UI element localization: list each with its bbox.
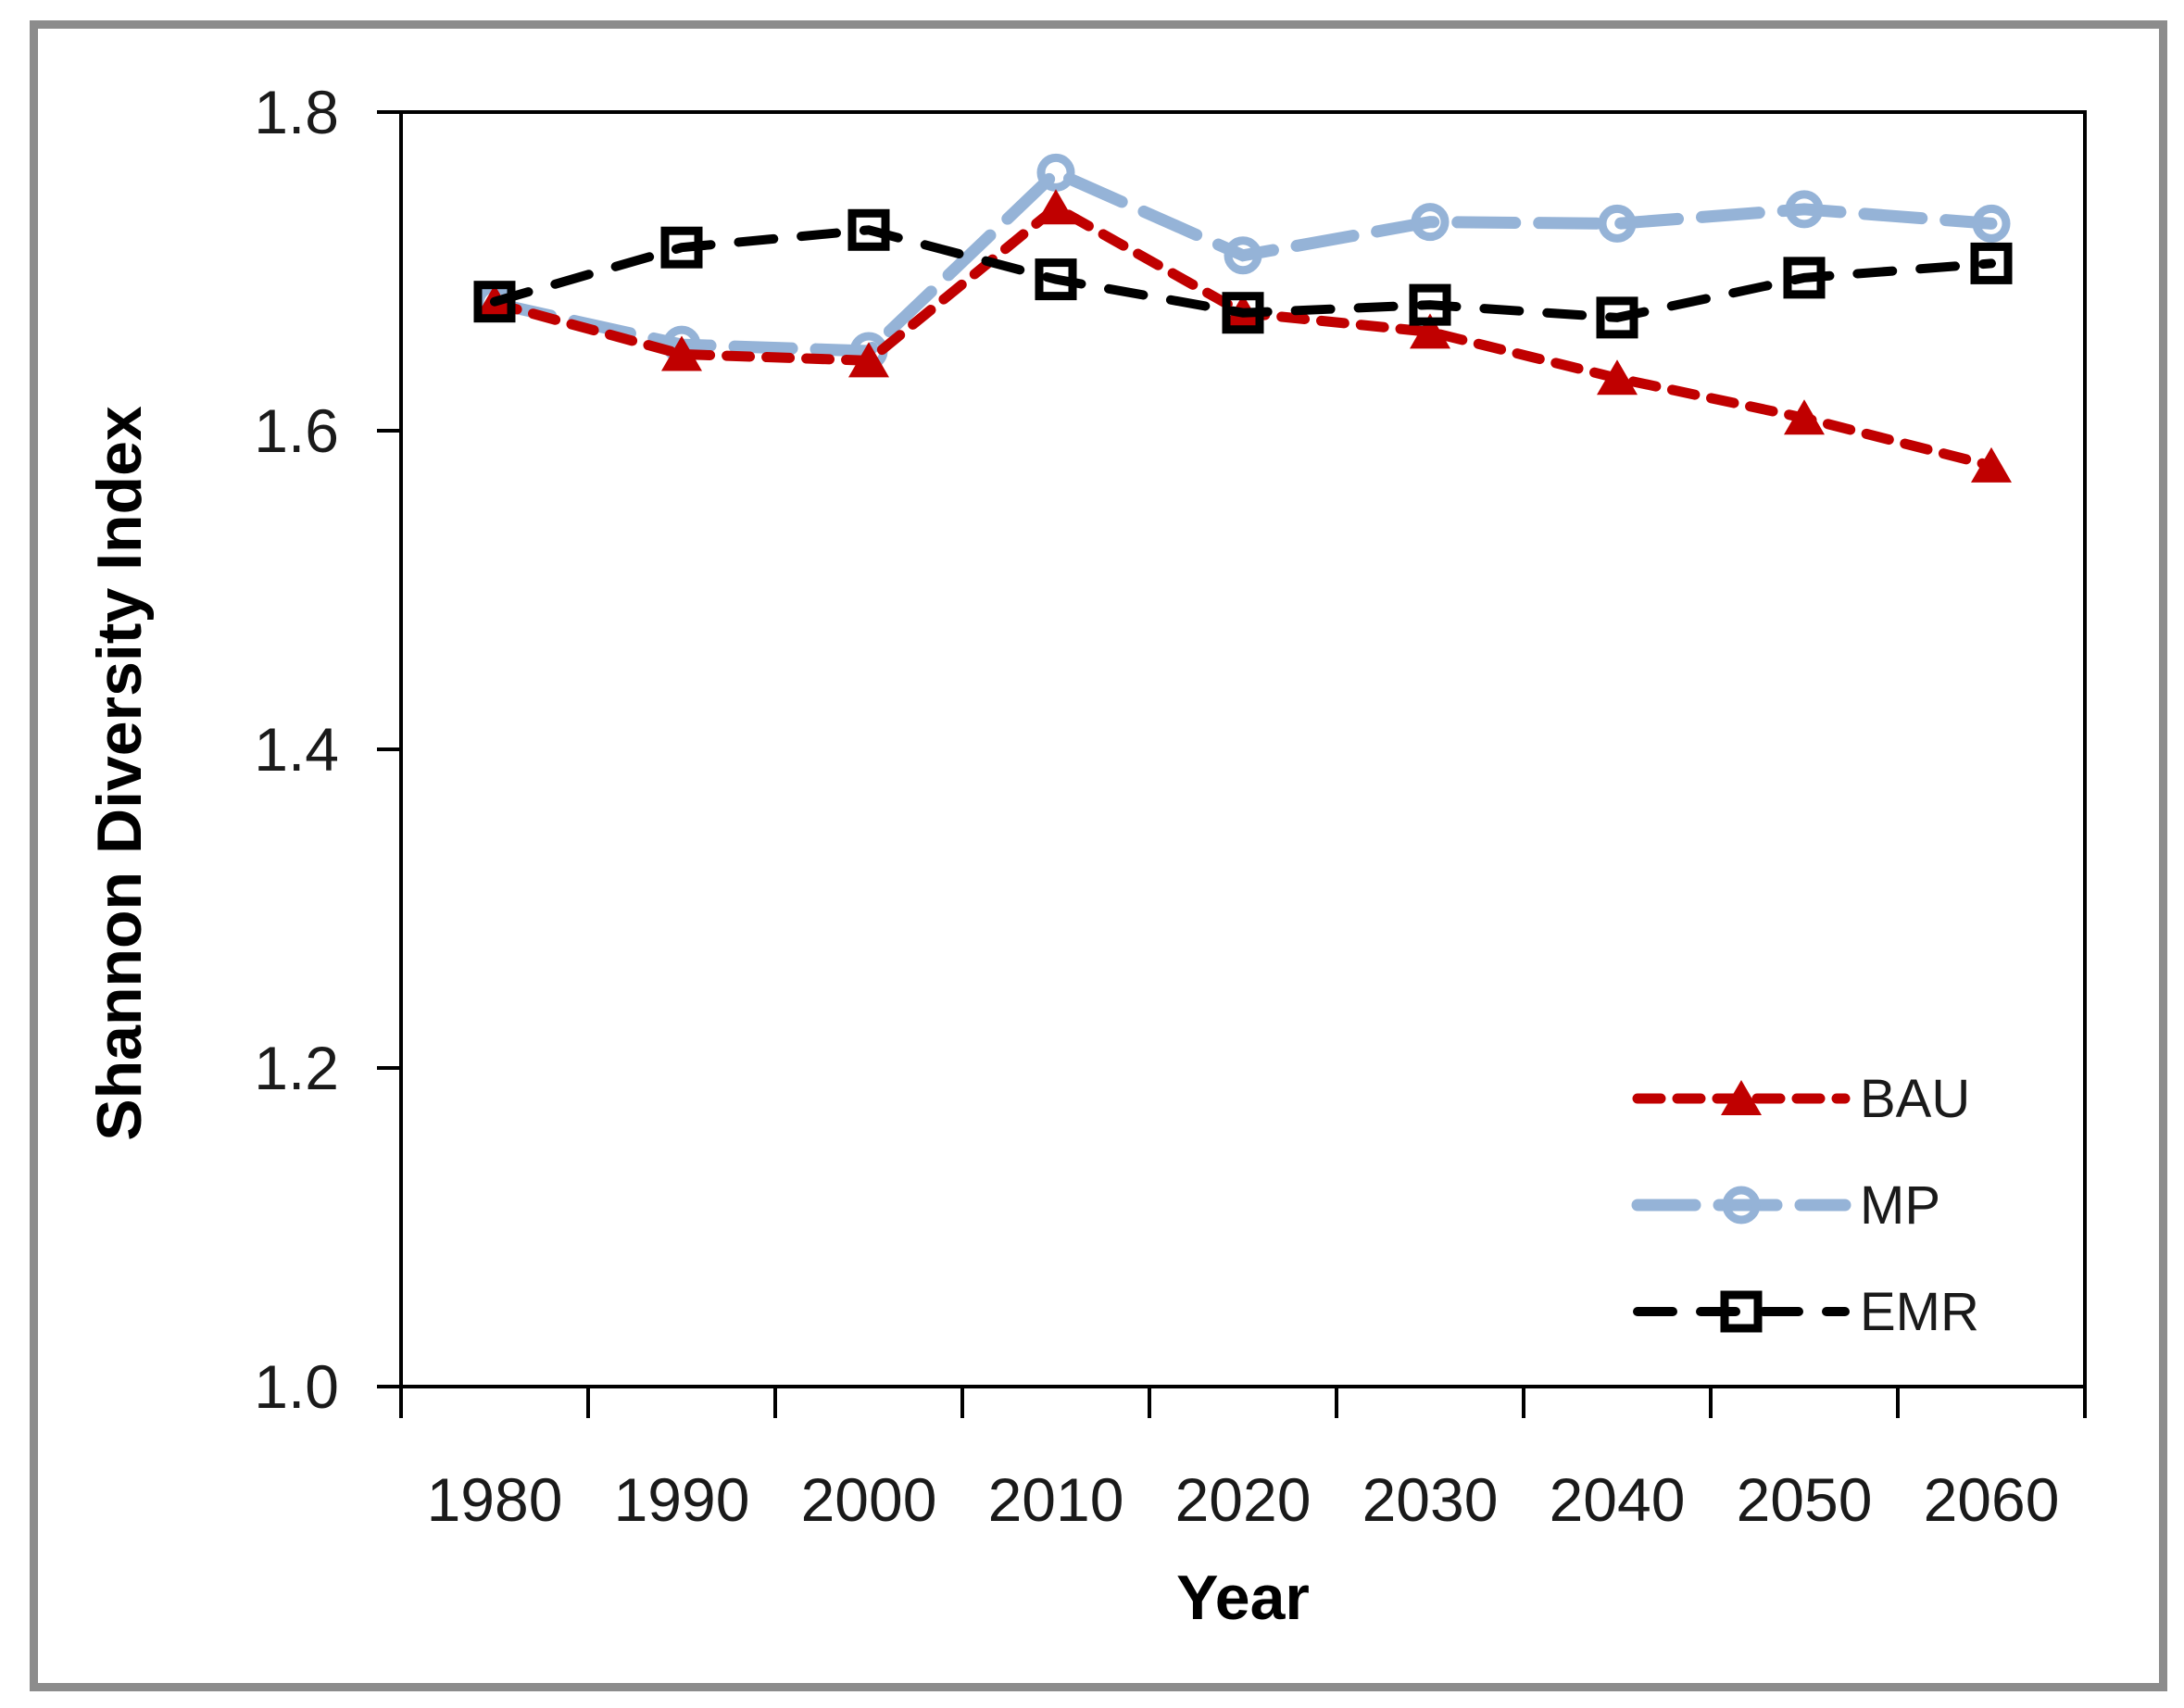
marker-EMR-2040 xyxy=(1596,296,1638,339)
legend-label-BAU: BAU xyxy=(1860,1069,1970,1129)
legend-marker-MP xyxy=(1722,1186,1761,1224)
x-tick-label: 2060 xyxy=(1924,1465,2060,1534)
marker-EMR-2020 xyxy=(1222,292,1264,334)
y-tick-label: 1.2 xyxy=(254,1034,339,1102)
marker-BAU-2050 xyxy=(1784,399,1825,435)
marker-EMR-2050 xyxy=(1783,257,1826,299)
marker-EMR-2060 xyxy=(1970,242,2013,284)
legend-label-MP: MP xyxy=(1860,1175,1940,1236)
x-tick-label: 2020 xyxy=(1175,1465,1312,1534)
legend-marker-BAU xyxy=(1721,1080,1762,1115)
outer-frame xyxy=(30,20,2167,1691)
x-tick-label: 2040 xyxy=(1550,1465,1686,1534)
marker-MP-2020 xyxy=(1224,236,1262,275)
x-tick-label: 2010 xyxy=(988,1465,1124,1534)
marker-MP-2060 xyxy=(1972,204,2011,243)
marker-EMR-2000 xyxy=(847,208,890,251)
marker-MP-2010 xyxy=(1036,153,1075,192)
x-tick-label: 2030 xyxy=(1362,1465,1499,1534)
legend-marker-EMR xyxy=(1720,1290,1763,1333)
marker-EMR-1990 xyxy=(660,226,703,269)
legend-label-EMR: EMR xyxy=(1860,1282,1979,1342)
y-tick-label: 1.6 xyxy=(254,396,339,465)
marker-EMR-1980 xyxy=(473,281,516,323)
marker-MP-2040 xyxy=(1598,204,1637,243)
marker-BAU-2060 xyxy=(1971,446,2012,483)
y-tick-label: 1.0 xyxy=(254,1352,339,1421)
marker-BAU-1990 xyxy=(661,335,702,371)
marker-BAU-2030 xyxy=(1410,313,1450,349)
series-line-MP xyxy=(488,165,1998,358)
marker-EMR-2010 xyxy=(1035,258,1077,301)
marker-BAU-2040 xyxy=(1597,359,1638,396)
marker-MP-2050 xyxy=(1785,190,1824,229)
y-tick-label: 1.4 xyxy=(254,715,339,784)
series-line-EMR xyxy=(490,225,1996,322)
x-tick-label: 1980 xyxy=(427,1465,563,1534)
series-line-BAU xyxy=(489,201,1997,471)
marker-BAU-2010 xyxy=(1036,189,1076,225)
y-tick-label: 1.8 xyxy=(254,78,339,146)
x-tick-label: 2050 xyxy=(1737,1465,1873,1534)
x-axis-title: Year xyxy=(1176,1563,1310,1633)
y-axis-title: Shannon Diversity Index xyxy=(84,406,155,1141)
marker-EMR-2030 xyxy=(1409,283,1451,326)
x-tick-label: 2000 xyxy=(801,1465,937,1534)
x-tick-label: 1990 xyxy=(614,1465,750,1534)
marker-MP-2030 xyxy=(1411,203,1450,242)
marker-BAU-2000 xyxy=(848,342,889,378)
